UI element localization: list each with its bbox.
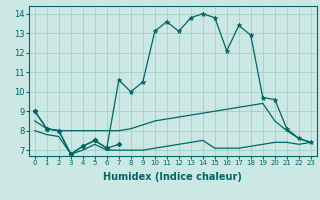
X-axis label: Humidex (Indice chaleur): Humidex (Indice chaleur) <box>103 172 242 182</box>
